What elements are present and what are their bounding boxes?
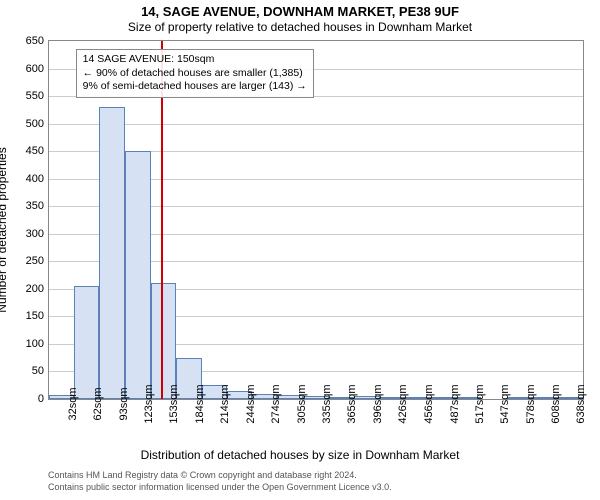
x-tick-label: 62sqm: [92, 387, 104, 420]
y-tick-label: 0: [38, 393, 44, 405]
x-tick-label: 365sqm: [346, 384, 358, 423]
x-tick-label: 93sqm: [118, 387, 130, 420]
x-tick-label: 608sqm: [550, 384, 562, 423]
annotation-box: 14 SAGE AVENUE: 150sqm ← 90% of detached…: [76, 49, 314, 98]
x-tick-label: 426sqm: [397, 384, 409, 423]
x-tick-label: 638sqm: [575, 384, 587, 423]
x-tick-label: 32sqm: [67, 387, 79, 420]
x-tick-label: 123sqm: [143, 384, 155, 423]
x-tick-label: 244sqm: [245, 384, 257, 423]
y-tick-label: 350: [26, 200, 44, 212]
annotation-line-3: 9% of semi-detached houses are larger (1…: [83, 80, 307, 94]
y-tick-label: 600: [26, 63, 44, 75]
x-tick-label: 578sqm: [525, 384, 537, 423]
plot-area: 14 SAGE AVENUE: 150sqm ← 90% of detached…: [48, 40, 584, 400]
x-tick-label: 153sqm: [168, 384, 180, 423]
y-tick-label: 250: [26, 255, 44, 267]
y-tick-label: 100: [26, 338, 44, 350]
x-tick-label: 396sqm: [372, 384, 384, 423]
chart-container: 14, SAGE AVENUE, DOWNHAM MARKET, PE38 9U…: [0, 0, 600, 500]
y-tick-label: 50: [32, 365, 44, 377]
annotation-line-1: 14 SAGE AVENUE: 150sqm: [83, 53, 307, 67]
histogram-bar: [151, 283, 176, 399]
x-tick-label: 214sqm: [219, 384, 231, 423]
annotation-line-2: ← 90% of detached houses are smaller (1,…: [83, 67, 307, 81]
y-tick-label: 150: [26, 310, 44, 322]
chart-subtitle: Size of property relative to detached ho…: [0, 20, 600, 34]
y-tick-label: 550: [26, 90, 44, 102]
x-tick-label: 547sqm: [499, 384, 511, 423]
y-tick-label: 500: [26, 118, 44, 130]
histogram-bar: [99, 107, 125, 399]
x-tick-label: 335sqm: [321, 384, 333, 423]
x-axis-label: Distribution of detached houses by size …: [0, 448, 600, 462]
histogram-bar: [125, 151, 150, 399]
chart-title: 14, SAGE AVENUE, DOWNHAM MARKET, PE38 9U…: [0, 4, 600, 19]
y-tick-label: 650: [26, 35, 44, 47]
x-tick-label: 456sqm: [423, 384, 435, 423]
histogram-bar: [74, 286, 99, 399]
x-tick-label: 487sqm: [449, 384, 461, 423]
footer-line-1: Contains HM Land Registry data © Crown c…: [48, 470, 357, 480]
y-tick-label: 300: [26, 228, 44, 240]
footer-line-2: Contains public sector information licen…: [48, 482, 392, 492]
x-tick-label: 274sqm: [270, 384, 282, 423]
y-tick-label: 400: [26, 173, 44, 185]
y-tick-label: 200: [26, 283, 44, 295]
y-tick-label: 450: [26, 145, 44, 157]
y-axis-label: Number of detached properties: [0, 65, 9, 230]
x-tick-label: 184sqm: [194, 384, 206, 423]
x-tick-label: 517sqm: [474, 384, 486, 423]
x-tick-label: 305sqm: [296, 384, 308, 423]
